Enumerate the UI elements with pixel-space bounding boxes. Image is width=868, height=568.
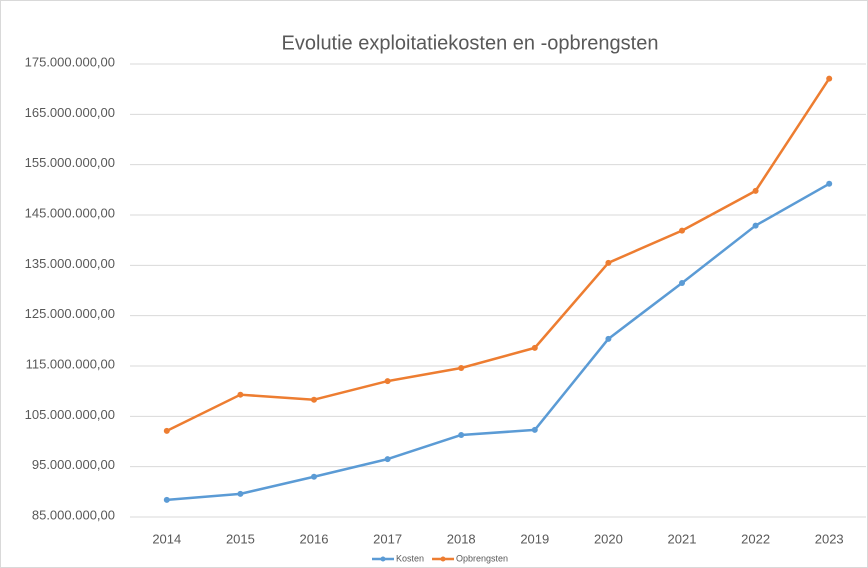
- x-tick-label: 2022: [741, 531, 770, 546]
- data-point: [605, 259, 612, 266]
- legend-label: Kosten: [396, 553, 424, 563]
- y-tick-label: 175.000.000,00: [25, 54, 115, 69]
- x-tick-label: 2019: [520, 531, 549, 546]
- chart-title: Evolutie exploitatiekosten en -opbrengst…: [282, 32, 659, 54]
- x-tick-label: 2014: [152, 531, 181, 546]
- data-point: [826, 180, 833, 187]
- data-point: [163, 427, 170, 434]
- data-point: [679, 227, 685, 234]
- data-point: [311, 473, 317, 480]
- y-tick-label: 95.000.000,00: [32, 457, 115, 472]
- data-point: [752, 222, 759, 229]
- data-point: [163, 496, 170, 503]
- legend-label: Opbrengsten: [456, 553, 508, 563]
- series-line: [166, 77, 831, 433]
- x-tick-label: 2015: [226, 531, 255, 546]
- data-point: [311, 396, 317, 403]
- data-point: [384, 378, 391, 385]
- data-point: [752, 187, 759, 194]
- data-point: [237, 391, 244, 398]
- data-point: [605, 335, 612, 342]
- legend-marker: [440, 556, 446, 562]
- x-tick-label: 2020: [594, 531, 623, 546]
- data-point: [458, 365, 465, 372]
- y-tick-label: 155.000.000,00: [25, 155, 115, 170]
- y-tick-label: 115.000.000,00: [26, 356, 115, 371]
- data-point: [384, 456, 391, 463]
- data-point: [679, 279, 685, 286]
- data-point: [458, 431, 465, 438]
- y-tick-label: 85.000.000,00: [32, 507, 115, 522]
- y-tick-label: 105.000.000,00: [25, 407, 115, 422]
- data-point: [531, 344, 538, 351]
- x-tick-label: 2023: [815, 531, 844, 546]
- y-tick-label: 135.000.000,00: [25, 256, 115, 271]
- y-tick-label: 125.000.000,00: [25, 306, 115, 321]
- y-tick-label: 145.000.000,00: [25, 205, 115, 220]
- x-tick-label: 2021: [668, 531, 697, 546]
- x-tick-label: 2016: [300, 531, 329, 546]
- x-tick-label: 2018: [447, 531, 476, 546]
- series-line: [166, 182, 830, 502]
- legend-marker: [380, 556, 386, 562]
- y-tick-label: 165.000.000,00: [25, 105, 115, 120]
- x-tick-label: 2017: [373, 531, 402, 546]
- data-point: [826, 75, 833, 82]
- data-point: [531, 426, 538, 433]
- data-point: [237, 490, 244, 497]
